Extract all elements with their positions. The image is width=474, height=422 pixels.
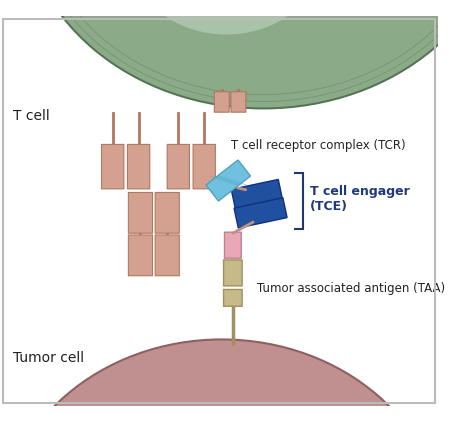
Polygon shape <box>206 160 250 201</box>
FancyBboxPatch shape <box>224 289 242 306</box>
Text: T cell receptor complex (TCR): T cell receptor complex (TCR) <box>231 139 406 152</box>
Text: Tumor associated antigen (TAA): Tumor associated antigen (TAA) <box>257 282 445 295</box>
FancyBboxPatch shape <box>224 260 242 286</box>
FancyBboxPatch shape <box>231 92 246 112</box>
FancyBboxPatch shape <box>128 192 153 233</box>
FancyBboxPatch shape <box>193 144 215 189</box>
Ellipse shape <box>0 339 444 422</box>
FancyBboxPatch shape <box>167 144 190 189</box>
Ellipse shape <box>101 418 286 422</box>
Text: T cell: T cell <box>13 109 50 123</box>
FancyBboxPatch shape <box>214 92 229 112</box>
FancyBboxPatch shape <box>101 144 124 189</box>
Ellipse shape <box>134 0 319 35</box>
FancyBboxPatch shape <box>155 192 179 233</box>
FancyBboxPatch shape <box>225 232 241 258</box>
Text: T cell engager
(TCE): T cell engager (TCE) <box>310 185 409 213</box>
Polygon shape <box>234 198 287 228</box>
Polygon shape <box>231 179 283 209</box>
FancyBboxPatch shape <box>128 235 153 276</box>
FancyBboxPatch shape <box>155 235 179 276</box>
Ellipse shape <box>23 0 474 108</box>
FancyBboxPatch shape <box>128 144 150 189</box>
Text: Tumor cell: Tumor cell <box>13 351 84 365</box>
